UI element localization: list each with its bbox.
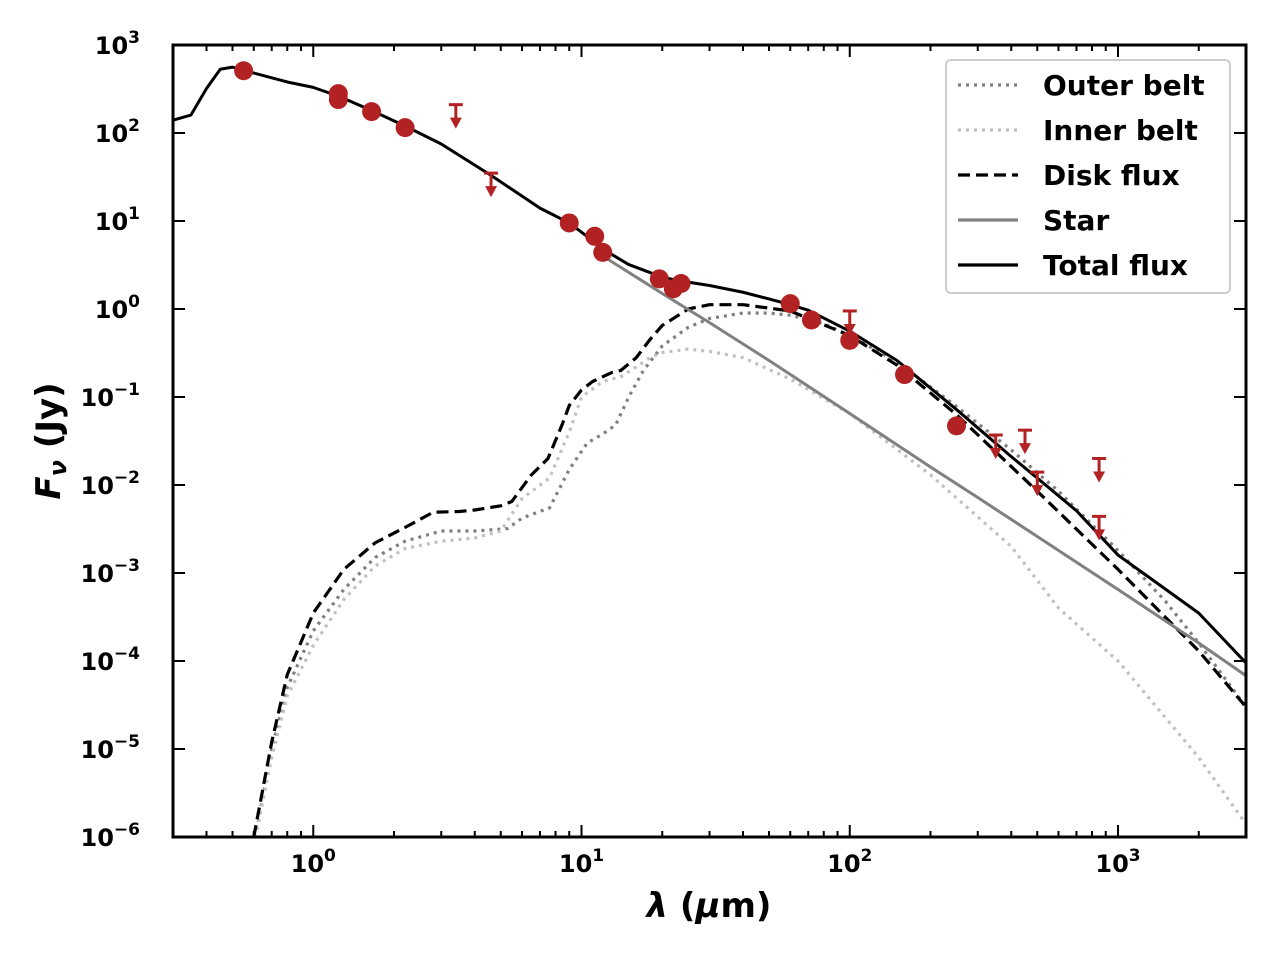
photometry-point [671,273,691,293]
x-tick-label: 100 [291,846,336,878]
upper-limit-marker [448,103,463,129]
legend-box [945,59,1231,294]
photometry-point [395,118,415,138]
y-tick-label: 10−4 [81,644,141,676]
photometry-point [649,269,669,289]
legend: Outer belt Inner belt Disk flux Star Total f… [945,59,1231,294]
photometry-point [559,213,579,233]
y-tick-label: 101 [95,204,140,236]
series-line-inner-belt [253,347,1246,837]
y-tick-label: 10−3 [81,556,140,588]
x-tick-label: 103 [1095,846,1140,878]
upper-limit-marker [842,309,857,335]
x-axis-label: λ (μm) [645,886,772,926]
photometry-layer [234,61,1107,541]
upper-limit-marker [484,171,499,198]
legend-label-total-flux: Total flux [1043,249,1188,282]
photometry-point [585,226,605,246]
photometry-point [234,61,254,81]
axis-ticks: 100 101 102 103 103 102 101 100 10−1 10−2 10−3 10−4… [81,28,1247,878]
photometry-point [328,90,348,110]
x-tick-label: 102 [827,846,872,878]
upper-limit-marker [988,433,1003,459]
y-tick-label: 10−6 [81,820,140,852]
upper-limit-marker [1017,428,1032,455]
y-tick-label: 100 [95,292,140,324]
photometry-point [593,242,613,262]
legend-label-inner-belt: Inner belt [1043,114,1198,147]
upper-limit-marker [1092,514,1107,541]
photometry-point [947,416,967,436]
legend-label-disk-flux: Disk flux [1043,159,1180,192]
photometry-point [801,310,821,330]
upper-limit-marker [1030,470,1045,497]
photometry-point [780,294,800,314]
series-line-outer-belt [253,311,1246,837]
legend-label-outer-belt: Outer belt [1043,69,1205,102]
series-line-star [601,254,1246,677]
upper-limit-marker [1092,457,1107,483]
y-tick-label: 10−2 [81,468,140,500]
photometry-point [840,330,860,350]
y-tick-label: 10−5 [81,732,140,764]
legend-label-star: Star [1043,204,1109,237]
series-line-disk-flux [252,303,1246,837]
x-tick-label: 101 [559,846,604,878]
y-tick-label: 102 [95,116,140,148]
photometry-point [362,102,382,122]
y-tick-label: 103 [95,28,140,60]
y-tick-label: 10−1 [81,380,140,412]
y-axis-label: Fν (Jy) [29,382,72,499]
photometry-point [895,365,915,385]
